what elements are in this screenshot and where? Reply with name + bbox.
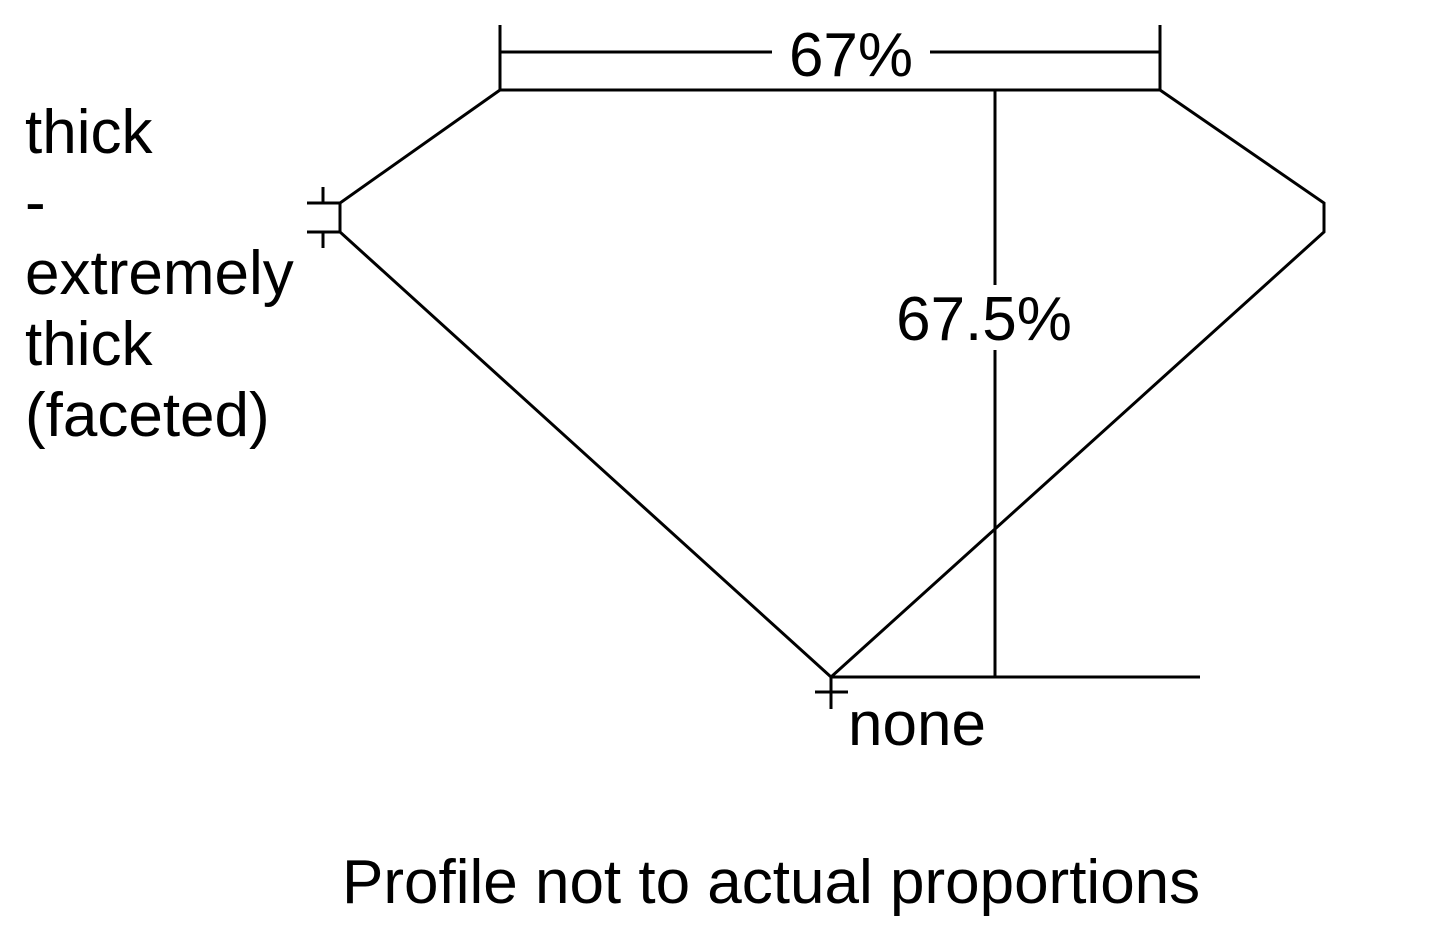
girdle-label-line-3: extremely	[25, 239, 294, 308]
girdle-label-line-5: (faceted)	[25, 381, 270, 450]
table-width-label: 67%	[789, 21, 913, 90]
depth-label: 67.5%	[896, 285, 1072, 354]
gem-outline	[338, 88, 1326, 680]
girdle-label-line-4: thick	[25, 310, 153, 379]
footnote: Profile not to actual proportions	[342, 848, 1200, 917]
girdle-label-line-2: -	[25, 168, 46, 237]
culet-label: none	[848, 690, 986, 759]
girdle-label-line-1: thick	[25, 98, 153, 167]
